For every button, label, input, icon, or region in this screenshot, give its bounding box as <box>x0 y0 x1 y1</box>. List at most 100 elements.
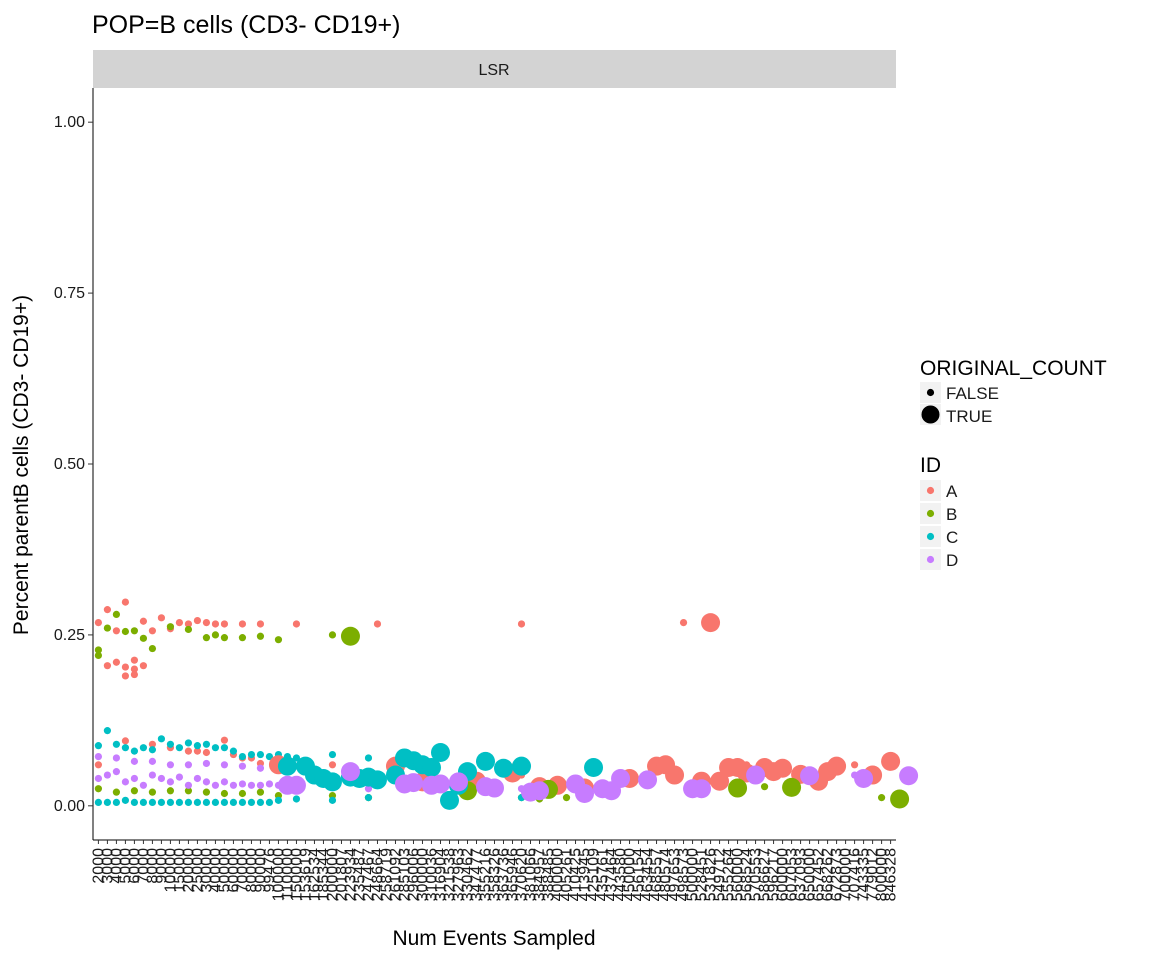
point-d-true <box>448 772 468 792</box>
x-tick-label: 549712 <box>712 848 729 901</box>
point-c-false <box>265 798 274 807</box>
point-c-false <box>184 798 193 807</box>
point-b-false <box>238 789 247 798</box>
point-b-true <box>728 778 748 798</box>
point-a-false <box>103 662 112 670</box>
x-tick-label: 153619 <box>297 848 314 901</box>
point-c-false <box>94 798 103 807</box>
point-d-false <box>238 780 247 788</box>
point-a-false <box>220 620 229 628</box>
point-a-false <box>121 672 130 680</box>
plot-area: 0.000.250.500.751.00 2000300040005000600… <box>54 88 919 901</box>
point-b-false <box>166 623 175 631</box>
point-c-false <box>139 798 148 807</box>
point-d-false <box>175 773 184 781</box>
point-d-false <box>256 764 265 772</box>
point-b-false <box>562 794 571 802</box>
point-d-false <box>166 761 175 769</box>
x-tick-label: 321538 <box>441 848 458 901</box>
point-a-false <box>121 737 130 745</box>
x-tick-label: 370620 <box>514 848 531 901</box>
point-c-false <box>220 798 229 807</box>
x-tick-label: 497653 <box>667 848 684 901</box>
point-c-true <box>439 790 459 810</box>
x-tick-label: 296006 <box>405 848 422 901</box>
point-d-true <box>430 774 450 794</box>
point-d-false <box>364 785 373 793</box>
point-b-false <box>94 646 103 654</box>
legend-color-label: A <box>946 482 958 501</box>
point-a-false <box>184 620 193 628</box>
x-tick-label: 310036 <box>423 848 440 901</box>
x-tick-label: 185344 <box>315 848 332 901</box>
point-d-true <box>800 766 820 786</box>
point-a-false <box>148 740 157 748</box>
point-a-false <box>292 620 301 628</box>
point-b-false <box>94 785 103 793</box>
point-d-true <box>692 779 712 799</box>
legend-color-label: C <box>946 528 958 547</box>
facet-label: LSR <box>478 62 509 79</box>
point-b-false <box>220 789 229 798</box>
point-c-false <box>175 798 184 807</box>
x-tick-label: 555264 <box>721 848 738 901</box>
point-a-false <box>202 748 211 757</box>
x-tick-label: 528451 <box>694 848 711 901</box>
x-tick-label: 4000 <box>108 848 125 884</box>
x-tick-label: 50000 <box>216 848 233 893</box>
x-tick-label: 668262 <box>820 848 837 901</box>
point-a-false <box>202 619 211 627</box>
y-tick-label: 0.75 <box>54 285 85 302</box>
point-a-false <box>238 620 247 628</box>
point-d-true <box>403 773 423 793</box>
point-a-false <box>139 617 148 625</box>
facet-strip <box>93 50 896 88</box>
point-b-false <box>166 787 175 795</box>
x-tick-label: 425109 <box>586 848 603 901</box>
point-b-false <box>94 651 103 660</box>
x-tick-label: 110000 <box>279 848 296 900</box>
point-a-false <box>193 747 202 755</box>
y-tick-label: 0.50 <box>54 456 85 473</box>
y-axis-ticks: 0.00 0.25 0.50 0.75 1.00 <box>54 114 93 815</box>
x-tick-label: 248664 <box>369 848 386 901</box>
x-tick-label: 381066 <box>523 848 540 901</box>
point-c-false <box>157 798 166 807</box>
point-c-false <box>220 744 229 752</box>
point-d-false <box>256 781 265 789</box>
point-d-false <box>94 774 103 783</box>
x-tick-label: 40000 <box>207 848 224 893</box>
point-c-false <box>148 798 157 807</box>
x-tick-label: 498573 <box>676 848 693 901</box>
x-tick-label: 300000 <box>414 848 431 901</box>
point-b-false <box>148 644 157 653</box>
point-a-false <box>103 606 112 614</box>
point-c-false <box>256 798 265 807</box>
point-c-true <box>512 756 532 776</box>
point-d-true <box>854 768 874 788</box>
x-tick-label: 384957 <box>532 848 549 901</box>
point-c-false <box>364 794 373 802</box>
point-d-false <box>157 774 166 783</box>
point-b-false <box>130 627 139 635</box>
point-c-false <box>148 746 157 754</box>
point-c-false <box>193 798 202 807</box>
point-c-false <box>328 796 337 804</box>
point-c-false <box>364 754 373 762</box>
point-a-true <box>710 771 730 791</box>
x-tick-label: 60000 <box>225 848 242 893</box>
point-c-false <box>157 735 166 743</box>
point-b-false <box>202 788 211 796</box>
point-a-false <box>148 627 157 635</box>
point-b-false <box>184 625 193 634</box>
x-tick-label: 600000 <box>775 848 792 901</box>
x-tick-label: 463454 <box>640 848 657 901</box>
legend-color-swatch <box>926 509 935 518</box>
point-b-false <box>121 627 130 636</box>
point-d-false <box>130 774 139 783</box>
point-a-false <box>130 656 139 664</box>
point-d-true <box>530 781 550 801</box>
x-tick-label: 200000 <box>324 848 341 901</box>
